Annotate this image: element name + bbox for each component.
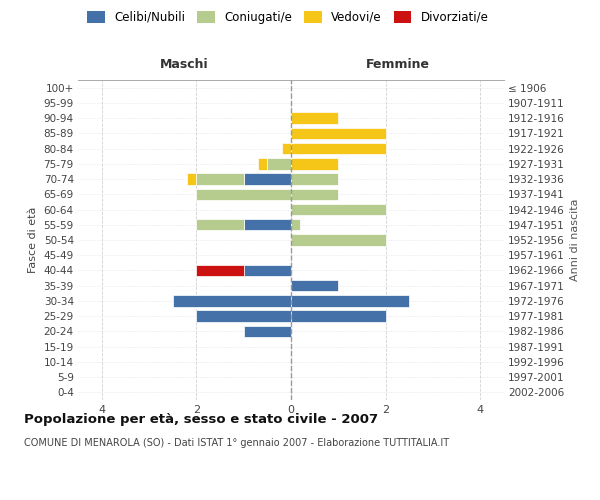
Bar bbox=[291, 174, 338, 185]
Bar bbox=[268, 158, 291, 170]
Bar bbox=[281, 143, 291, 154]
Legend: Celibi/Nubili, Coniugati/e, Vedovi/e, Divorziati/e: Celibi/Nubili, Coniugati/e, Vedovi/e, Di… bbox=[87, 11, 489, 24]
Bar bbox=[196, 219, 244, 230]
Text: Popolazione per età, sesso e stato civile - 2007: Popolazione per età, sesso e stato civil… bbox=[24, 412, 378, 426]
Text: COMUNE DI MENAROLA (SO) - Dati ISTAT 1° gennaio 2007 - Elaborazione TUTTITALIA.I: COMUNE DI MENAROLA (SO) - Dati ISTAT 1° … bbox=[24, 438, 449, 448]
Y-axis label: Fasce di età: Fasce di età bbox=[28, 207, 38, 273]
Bar bbox=[244, 174, 291, 185]
Bar bbox=[196, 188, 291, 200]
Bar bbox=[291, 219, 301, 230]
Bar bbox=[291, 280, 338, 291]
Text: Maschi: Maschi bbox=[160, 58, 209, 71]
Bar bbox=[291, 310, 386, 322]
Bar bbox=[196, 174, 244, 185]
Bar bbox=[291, 188, 338, 200]
Bar bbox=[173, 295, 291, 306]
Bar bbox=[244, 265, 291, 276]
Bar bbox=[291, 112, 338, 124]
Bar bbox=[244, 326, 291, 337]
Bar bbox=[291, 158, 338, 170]
Bar bbox=[196, 310, 291, 322]
Bar bbox=[187, 174, 196, 185]
Bar bbox=[291, 143, 386, 154]
Y-axis label: Anni di nascita: Anni di nascita bbox=[571, 198, 580, 281]
Bar bbox=[196, 265, 244, 276]
Bar bbox=[291, 295, 409, 306]
Bar bbox=[244, 219, 291, 230]
Bar bbox=[291, 234, 386, 246]
Bar bbox=[291, 128, 386, 139]
Text: Femmine: Femmine bbox=[365, 58, 430, 71]
Bar bbox=[258, 158, 268, 170]
Bar bbox=[291, 204, 386, 215]
